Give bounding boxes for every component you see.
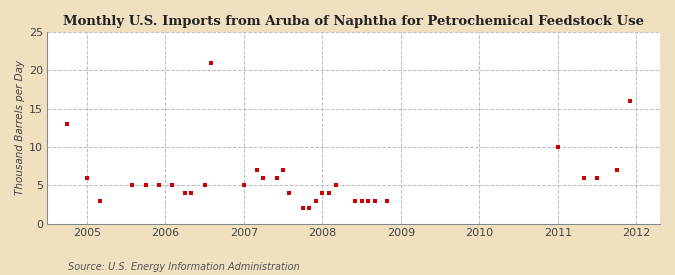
Point	[310, 199, 321, 203]
Point	[284, 191, 295, 195]
Point	[369, 199, 380, 203]
Point	[330, 183, 341, 188]
Point	[154, 183, 165, 188]
Point	[350, 199, 360, 203]
Point	[166, 183, 177, 188]
Text: Source: U.S. Energy Information Administration: Source: U.S. Energy Information Administ…	[68, 262, 299, 272]
Point	[356, 199, 367, 203]
Point	[297, 206, 308, 211]
Point	[277, 168, 288, 172]
Point	[81, 175, 92, 180]
Point	[238, 183, 249, 188]
Point	[553, 145, 564, 149]
Point	[317, 191, 328, 195]
Point	[382, 199, 393, 203]
Point	[252, 168, 263, 172]
Point	[186, 191, 196, 195]
Point	[625, 99, 636, 103]
Point	[199, 183, 210, 188]
Point	[304, 206, 315, 211]
Point	[180, 191, 190, 195]
Point	[578, 175, 589, 180]
Title: Monthly U.S. Imports from Aruba of Naphtha for Petrochemical Feedstock Use: Monthly U.S. Imports from Aruba of Napht…	[63, 15, 644, 28]
Point	[323, 191, 334, 195]
Point	[271, 175, 282, 180]
Point	[205, 60, 216, 65]
Point	[362, 199, 373, 203]
Point	[612, 168, 622, 172]
Point	[258, 175, 269, 180]
Point	[61, 122, 72, 126]
Y-axis label: Thousand Barrels per Day: Thousand Barrels per Day	[15, 60, 25, 196]
Point	[592, 175, 603, 180]
Point	[95, 199, 105, 203]
Point	[127, 183, 138, 188]
Point	[140, 183, 151, 188]
